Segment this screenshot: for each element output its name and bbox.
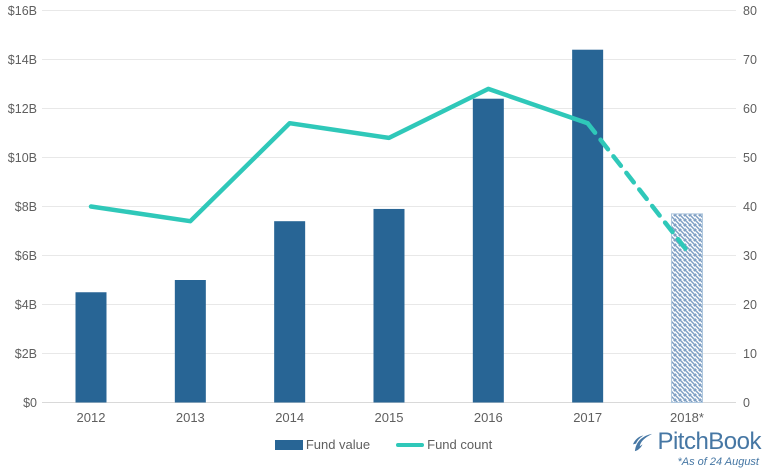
left-axis-tick: $14B: [8, 53, 37, 67]
right-axis-tick: 20: [743, 298, 757, 312]
bar-2016: [472, 98, 504, 403]
fund-count-line-solid: [88, 86, 590, 224]
pitchbook-logo-text: PitchBook: [657, 428, 761, 455]
legend-item-fund-value: Fund value: [274, 437, 371, 452]
right-axis-tick: 70: [743, 53, 757, 67]
fund-value-bars: [75, 49, 703, 403]
right-axis-tick: 50: [743, 151, 757, 165]
left-axis-tick: $12B: [8, 102, 37, 116]
legend-item-fund-count: Fund count: [396, 437, 492, 452]
axis-labels: $0 0 $2B 10 $4B 20 $6B 30 $8B 40 $10B 50 $12B 60 $14B 7…: [8, 4, 757, 425]
bar-2017: [572, 49, 604, 403]
left-axis-tick: $16B: [8, 4, 37, 18]
left-axis-tick: $6B: [15, 249, 37, 263]
right-axis-tick: 10: [743, 347, 757, 361]
right-axis-tick: 30: [743, 249, 757, 263]
right-axis-tick: 0: [743, 396, 750, 410]
x-axis-label-2015: 2015: [375, 410, 404, 425]
pitchbook-branding: PitchBook *As of 24 August: [632, 430, 761, 468]
x-axis-label-2014: 2014: [275, 410, 304, 425]
pitchbook-logo-icon: [633, 433, 653, 451]
x-axis-label-2012: 2012: [77, 410, 106, 425]
fund-count-line-dashed-forecast: [585, 120, 690, 253]
chart-legend: Fund value Fund count: [0, 437, 767, 452]
right-axis-tick: 60: [743, 102, 757, 116]
x-axis-label-2018: 2018*: [670, 410, 704, 425]
bar-2012: [75, 292, 107, 403]
x-axis-label-2013: 2013: [176, 410, 205, 425]
right-axis-tick: 80: [743, 4, 757, 18]
legend-label-fund-value: Fund value: [305, 437, 371, 452]
x-axis-label-2017: 2017: [573, 410, 602, 425]
fund-value-swatch-icon: [274, 439, 303, 450]
right-axis-tick: 40: [743, 200, 757, 214]
bar-2015: [373, 208, 405, 403]
left-axis-tick: $8B: [15, 200, 37, 214]
legend-label-fund-count: Fund count: [427, 437, 493, 452]
left-axis-tick: $10B: [8, 151, 37, 165]
left-axis-tick: $0: [23, 396, 37, 410]
fund-count-line: [88, 86, 690, 253]
gridlines: [42, 10, 736, 403]
bar-2018: [670, 213, 703, 403]
left-axis-tick: $2B: [15, 347, 37, 361]
as-of-note: *As of 24 August: [677, 456, 759, 468]
fund-count-swatch-icon: [396, 442, 425, 447]
bar-2013: [174, 280, 206, 403]
x-axis-label-2016: 2016: [474, 410, 503, 425]
left-axis-tick: $4B: [15, 298, 37, 312]
bar-2014: [274, 221, 306, 403]
